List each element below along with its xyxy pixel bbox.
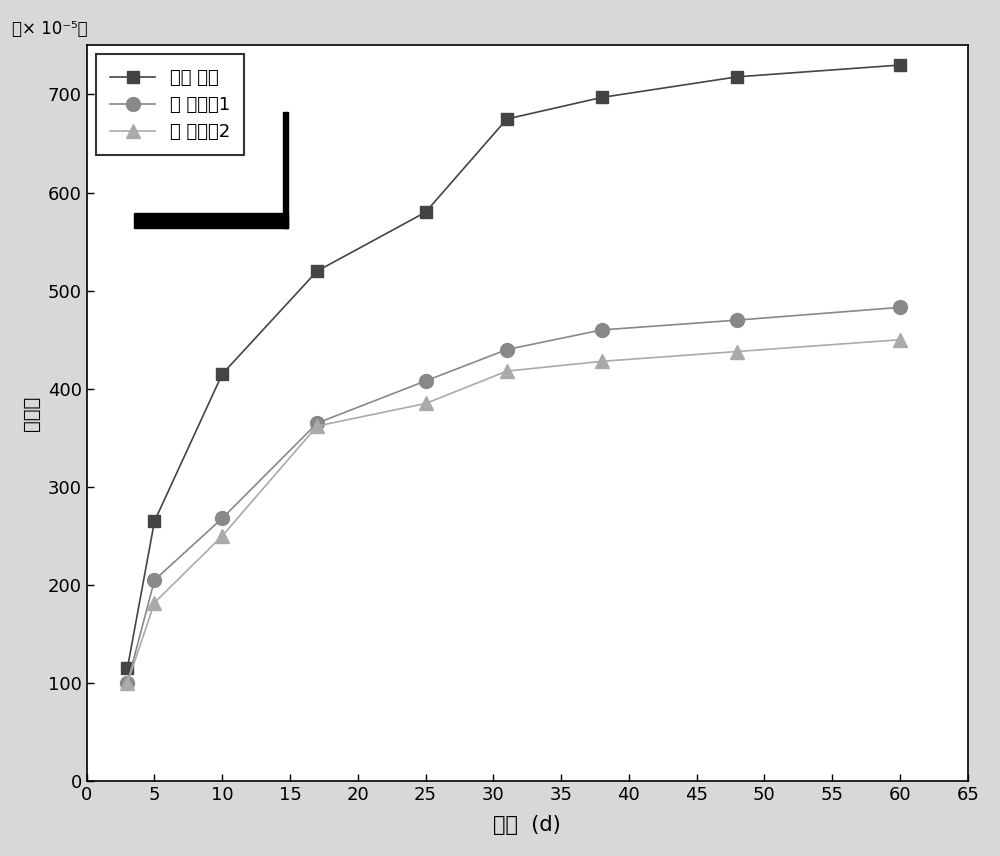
基准 砂浆 xyxy=(311,266,323,276)
Text: （× 10⁻⁵）: （× 10⁻⁵） xyxy=(12,20,87,38)
受 检胶砂2 xyxy=(420,398,432,408)
Line: 受 检胶砂1: 受 检胶砂1 xyxy=(120,300,907,690)
基准 砂浆 xyxy=(148,516,160,526)
受 检胶砂2 xyxy=(216,531,228,541)
受 检胶砂2 xyxy=(501,366,513,377)
基准 砂浆 xyxy=(731,72,743,82)
受 检胶砂1 xyxy=(420,376,432,386)
基准 砂浆 xyxy=(501,114,513,124)
基准 砂浆 xyxy=(420,207,432,217)
受 检胶砂2 xyxy=(731,347,743,357)
受 检胶砂2 xyxy=(121,678,133,688)
受 检胶砂2 xyxy=(311,421,323,431)
受 检胶砂1 xyxy=(121,678,133,688)
Line: 受 检胶砂2: 受 检胶砂2 xyxy=(120,333,907,690)
基准 砂浆 xyxy=(894,60,906,70)
基准 砂浆 xyxy=(216,369,228,379)
受 检胶砂2 xyxy=(148,597,160,608)
受 检胶砂1 xyxy=(148,575,160,586)
X-axis label: 龄期  (d): 龄期 (d) xyxy=(493,815,561,835)
Line: 基准 砂浆: 基准 砂浆 xyxy=(121,59,906,675)
受 检胶砂1 xyxy=(596,324,608,335)
受 检胶砂1 xyxy=(731,315,743,325)
受 检胶砂2 xyxy=(596,356,608,366)
Y-axis label: 干缩率: 干缩率 xyxy=(22,395,41,431)
受 检胶砂1 xyxy=(894,302,906,312)
受 检胶砂2 xyxy=(894,335,906,345)
Legend: 基准 砂浆, 受 检胶砂1, 受 检胶砂2: 基准 砂浆, 受 检胶砂1, 受 检胶砂2 xyxy=(96,55,244,156)
基准 砂浆 xyxy=(596,92,608,103)
受 检胶砂1 xyxy=(501,344,513,354)
基准 砂浆 xyxy=(121,663,133,674)
受 检胶砂1 xyxy=(216,513,228,523)
受 检胶砂1 xyxy=(311,418,323,428)
